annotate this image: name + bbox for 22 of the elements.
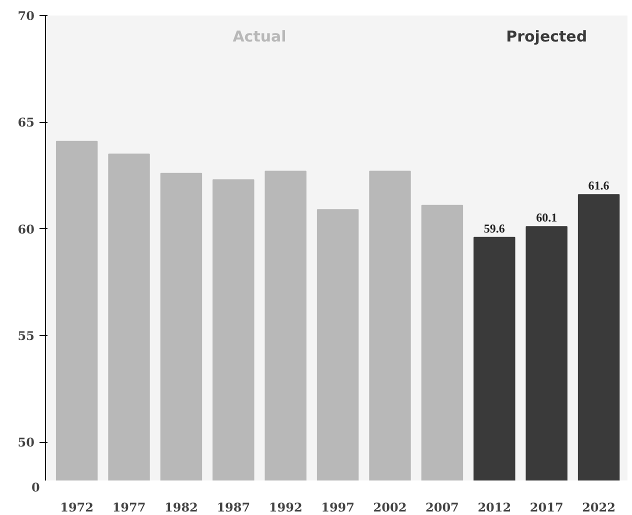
text: Projected: [506, 28, 588, 46]
y-tick-label: 65: [18, 116, 35, 130]
x-tick-label: 1997: [321, 500, 355, 514]
data-label: 61.6: [588, 178, 610, 193]
y-tick-label: 70: [18, 9, 35, 23]
data-label: 60.1: [536, 210, 558, 225]
data-label: 59.6: [484, 221, 505, 236]
y-tick-label: 50: [18, 436, 35, 450]
x-tick-label: 2017: [530, 500, 564, 514]
x-tick-label: 1982: [164, 500, 198, 514]
y-tick-label: 55: [18, 328, 35, 343]
text: 0: [32, 480, 40, 494]
x-tick-label: 1992: [268, 500, 302, 514]
text: Actual: [232, 28, 286, 46]
x-tick-label: 2012: [478, 500, 512, 514]
x-tick-label: 1972: [60, 500, 94, 514]
x-tick-label: 2007: [426, 500, 459, 514]
x-tick-label: 2022: [582, 500, 616, 514]
x-tick-label: 2002: [373, 500, 407, 514]
y-tick-label: 60: [18, 222, 35, 236]
x-tick-label: 1977: [112, 500, 146, 514]
x-tick-label: 1987: [216, 500, 250, 514]
